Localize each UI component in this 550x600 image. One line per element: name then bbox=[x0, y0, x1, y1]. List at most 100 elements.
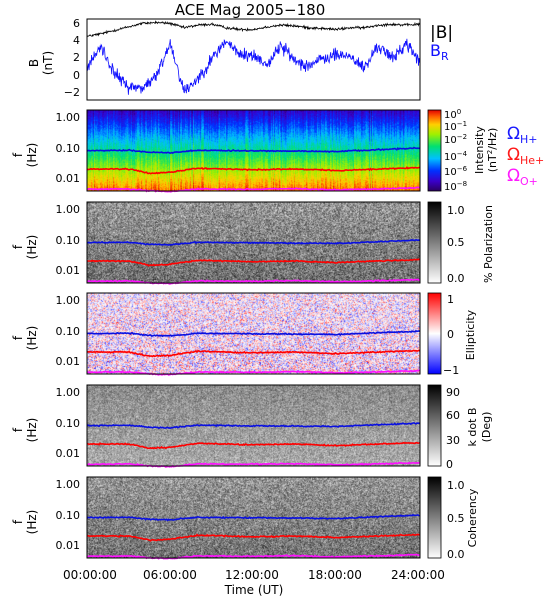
x-tick-label: 24:00:00 bbox=[391, 568, 445, 582]
intensity-colorbar-scale bbox=[427, 109, 442, 192]
ellipticity-h-gyro-line bbox=[86, 330, 421, 338]
kdotb-cbar-tick: 90 bbox=[446, 386, 460, 399]
intensity-cbar-tick: 10−2 bbox=[444, 133, 467, 146]
intensity-h-gyro-line bbox=[86, 146, 421, 155]
kdotb-ylabel: f bbox=[11, 427, 25, 432]
kdotb-cbar-unit: (Deg) bbox=[480, 412, 493, 443]
kdotb-he-gyro-line bbox=[86, 441, 421, 450]
polarization-ytick-label: 0.01 bbox=[56, 264, 81, 277]
x-axis: 00:00:00 06:00:00 12:00:00 18:00:00 24:0… bbox=[63, 568, 445, 597]
x-tick-label: 06:00:00 bbox=[143, 568, 197, 582]
intensity-cbar-tick: 10−6 bbox=[444, 165, 468, 178]
ellipticity-cbar-tick: 0 bbox=[447, 328, 454, 341]
kdotb-colorbar: 90 60 30 0 k dot B (Deg) bbox=[427, 384, 493, 471]
b-ytick-label: 4 bbox=[73, 34, 80, 47]
kdotb-ytick-label: 1.00 bbox=[56, 386, 81, 399]
kdotb-cbar-tick: 0 bbox=[446, 458, 453, 471]
x-tick-label: 18:00:00 bbox=[308, 568, 362, 582]
b-panel-yunit: (nT) bbox=[41, 51, 55, 75]
coherency-cbar-tick: 0.5 bbox=[447, 512, 465, 525]
coherency-cbar-tick: 0.0 bbox=[447, 548, 465, 561]
ellipticity-cbar-label: Ellipticity bbox=[464, 309, 477, 360]
coherency-he-gyro-line bbox=[86, 533, 421, 542]
intensity-ytick-label: 1.00 bbox=[56, 111, 81, 124]
polarization-colorbar-scale bbox=[427, 201, 442, 284]
intensity-ytick-label: 0.10 bbox=[56, 142, 81, 155]
ellipticity-ytick-label: 1.00 bbox=[56, 294, 81, 307]
b-r-line bbox=[86, 38, 421, 95]
intensity-frame bbox=[86, 109, 421, 192]
legend-br: BR bbox=[430, 41, 449, 63]
intensity-cbar-label: Intensity bbox=[473, 126, 486, 174]
legend-omega-o: ΩO+ bbox=[507, 166, 538, 188]
coherency-cbar-tick: 1.0 bbox=[447, 479, 465, 492]
ellipticity-ylabel: f bbox=[11, 335, 25, 340]
intensity-yunit: (Hz) bbox=[25, 143, 39, 168]
intensity-cbar-tick: 10−4 bbox=[444, 150, 468, 163]
legend-btotal: |B| bbox=[430, 23, 453, 43]
polarization-yunit: (Hz) bbox=[25, 235, 39, 260]
b-ytick-label: 2 bbox=[73, 51, 80, 64]
coherency-ylabel: f bbox=[11, 519, 25, 524]
kdotb-yunit: (Hz) bbox=[25, 418, 39, 443]
coherency-h-gyro-line bbox=[86, 513, 421, 522]
intensity-ytick-label: 0.01 bbox=[56, 172, 81, 185]
b-ytick-label: 6 bbox=[73, 17, 80, 30]
polarization-he-gyro-line bbox=[86, 258, 421, 267]
polarization-colorbar: 1.0 0.5 0.0 % Polarization bbox=[427, 201, 495, 285]
ellipticity-ytick-label: 0.10 bbox=[56, 325, 81, 338]
polarization-o-gyro-line bbox=[86, 278, 421, 285]
kdotb-ytick-label: 0.01 bbox=[56, 447, 81, 460]
x-axis-label: Time (UT) bbox=[224, 583, 284, 597]
spectrogram-axis-labels: f (Hz) 1.00 0.10 0.01 f (Hz) 1.00 0.10 0… bbox=[11, 111, 80, 552]
polarization-ytick-label: 0.10 bbox=[56, 234, 81, 247]
x-tick-label: 00:00:00 bbox=[63, 568, 117, 582]
coherency-colorbar-scale bbox=[427, 476, 442, 559]
ellipticity-colorbar-scale bbox=[427, 292, 442, 375]
legend-omega-h: ΩH+ bbox=[507, 124, 538, 146]
kdotb-colorbar-scale bbox=[427, 384, 442, 467]
b-total-line bbox=[86, 20, 421, 38]
kdotb-o-gyro-line bbox=[86, 461, 421, 468]
b-ytick-label: −2 bbox=[64, 86, 80, 99]
gyrofrequency-legend: ΩH+ ΩHe+ ΩO+ bbox=[507, 124, 544, 188]
polarization-cbar-tick: 1.0 bbox=[447, 204, 465, 217]
ellipticity-o-gyro-line bbox=[86, 369, 421, 376]
chart-title: ACE Mag 2005−180 bbox=[175, 1, 326, 19]
coherency-cbar-label: Coherency bbox=[466, 488, 479, 547]
ellipticity-yunit: (Hz) bbox=[25, 326, 39, 351]
b-ytick-label: 0 bbox=[73, 69, 80, 82]
polarization-cbar-tick: 0.0 bbox=[447, 272, 465, 285]
b-field-series bbox=[86, 20, 421, 95]
ellipticity-cbar-tick: 1 bbox=[447, 293, 454, 306]
b-panel-frame bbox=[86, 18, 421, 101]
coherency-frame bbox=[86, 476, 421, 559]
kdotb-ytick-label: 0.10 bbox=[56, 417, 81, 430]
ellipticity-ytick-label: 0.01 bbox=[56, 355, 81, 368]
ellipticity-cbar-tick: −1 bbox=[443, 364, 459, 377]
gyrofrequency-lines bbox=[86, 146, 421, 560]
intensity-o-gyro-line bbox=[86, 186, 421, 193]
coherency-ytick-label: 0.10 bbox=[56, 509, 81, 522]
intensity-ylabel: f bbox=[11, 152, 25, 157]
coherency-ytick-label: 1.00 bbox=[56, 478, 81, 491]
panel-frames bbox=[86, 109, 421, 559]
b-field-panel: B (nT) 6 4 2 0 −2 |B| BR bbox=[27, 17, 453, 101]
coherency-o-gyro-line bbox=[86, 553, 421, 560]
intensity-he-gyro-line bbox=[86, 166, 421, 175]
polarization-frame bbox=[86, 201, 421, 284]
kdotb-cbar-label: k dot B bbox=[466, 408, 479, 447]
kdotb-frame bbox=[86, 384, 421, 467]
kdotb-cbar-tick: 60 bbox=[446, 409, 460, 422]
intensity-cbar-unit: (nT2/Hz) bbox=[486, 128, 499, 173]
kdotb-h-gyro-line bbox=[86, 421, 421, 430]
coherency-colorbar: 1.0 0.5 0.0 Coherency bbox=[427, 476, 479, 561]
polarization-cbar-label: % Polarization bbox=[482, 205, 495, 283]
b-panel-legend: |B| BR bbox=[430, 23, 453, 63]
polarization-ylabel: f bbox=[11, 244, 25, 249]
polarization-h-gyro-line bbox=[86, 238, 421, 246]
ellipticity-colorbar: 1 0 −1 Ellipticity bbox=[427, 292, 477, 377]
intensity-cbar-tick: 10−1 bbox=[444, 120, 467, 133]
coherency-yunit: (Hz) bbox=[25, 510, 39, 535]
